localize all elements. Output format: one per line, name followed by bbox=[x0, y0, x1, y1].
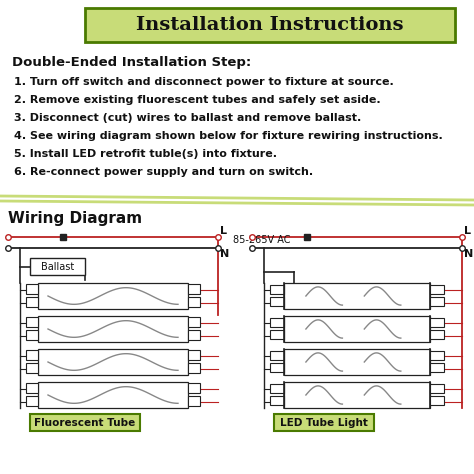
Bar bbox=[270, 384, 284, 393]
Text: 4. See wiring diagram shown below for fixture rewiring instructions.: 4. See wiring diagram shown below for fi… bbox=[14, 131, 443, 141]
Text: 5. Install LED retrofit tuble(s) into fixture.: 5. Install LED retrofit tuble(s) into fi… bbox=[14, 149, 277, 159]
Text: 3. Disconnect (cut) wires to ballast and remove ballast.: 3. Disconnect (cut) wires to ballast and… bbox=[14, 113, 361, 123]
Text: 2. Remove existing fluorescent tubes and safely set aside.: 2. Remove existing fluorescent tubes and… bbox=[14, 95, 381, 105]
Text: 1. Turn off switch and disconnect power to fixture at source.: 1. Turn off switch and disconnect power … bbox=[14, 77, 394, 87]
Text: Ballast: Ballast bbox=[41, 262, 74, 272]
Bar bbox=[270, 318, 284, 327]
Bar bbox=[274, 414, 374, 431]
Bar bbox=[38, 316, 188, 342]
Text: N: N bbox=[464, 249, 473, 259]
Bar bbox=[85, 8, 455, 42]
Bar bbox=[430, 330, 444, 339]
Bar bbox=[38, 382, 188, 408]
Bar bbox=[284, 316, 430, 342]
Bar bbox=[188, 297, 200, 307]
Bar bbox=[270, 330, 284, 339]
Bar bbox=[26, 284, 38, 294]
Bar bbox=[26, 363, 38, 373]
Bar bbox=[430, 285, 444, 294]
Bar bbox=[188, 329, 200, 339]
Text: 6. Re-connect power supply and turn on switch.: 6. Re-connect power supply and turn on s… bbox=[14, 167, 313, 177]
Bar bbox=[26, 297, 38, 307]
Bar bbox=[284, 349, 430, 375]
Text: Installation Instructions: Installation Instructions bbox=[136, 16, 404, 34]
Text: 85-265V AC: 85-265V AC bbox=[233, 235, 291, 245]
Text: Fluorescent Tube: Fluorescent Tube bbox=[35, 418, 136, 428]
Text: L: L bbox=[464, 226, 471, 236]
Bar bbox=[26, 329, 38, 339]
Bar bbox=[430, 297, 444, 306]
Text: LED Tube Light: LED Tube Light bbox=[280, 418, 368, 428]
Text: L: L bbox=[220, 226, 227, 236]
Bar bbox=[284, 382, 430, 408]
Bar bbox=[188, 350, 200, 360]
Bar bbox=[26, 383, 38, 393]
Bar bbox=[26, 396, 38, 406]
Bar bbox=[270, 285, 284, 294]
Bar bbox=[430, 384, 444, 393]
Bar bbox=[188, 317, 200, 327]
Bar bbox=[270, 363, 284, 372]
Bar bbox=[188, 363, 200, 373]
Bar bbox=[188, 383, 200, 393]
Bar bbox=[26, 317, 38, 327]
Bar bbox=[30, 414, 140, 431]
Bar bbox=[270, 396, 284, 405]
Text: Double-Ended Installation Step:: Double-Ended Installation Step: bbox=[12, 55, 251, 69]
Text: Wiring Diagram: Wiring Diagram bbox=[8, 210, 142, 226]
Bar bbox=[270, 297, 284, 306]
Bar bbox=[38, 349, 188, 375]
Bar bbox=[430, 363, 444, 372]
Bar bbox=[270, 351, 284, 360]
Bar bbox=[430, 351, 444, 360]
Text: N: N bbox=[220, 249, 229, 259]
Bar bbox=[188, 396, 200, 406]
Bar bbox=[284, 283, 430, 309]
Bar bbox=[30, 258, 85, 275]
Bar bbox=[188, 284, 200, 294]
Bar bbox=[26, 350, 38, 360]
Bar bbox=[38, 283, 188, 309]
Bar bbox=[430, 318, 444, 327]
Bar bbox=[430, 396, 444, 405]
